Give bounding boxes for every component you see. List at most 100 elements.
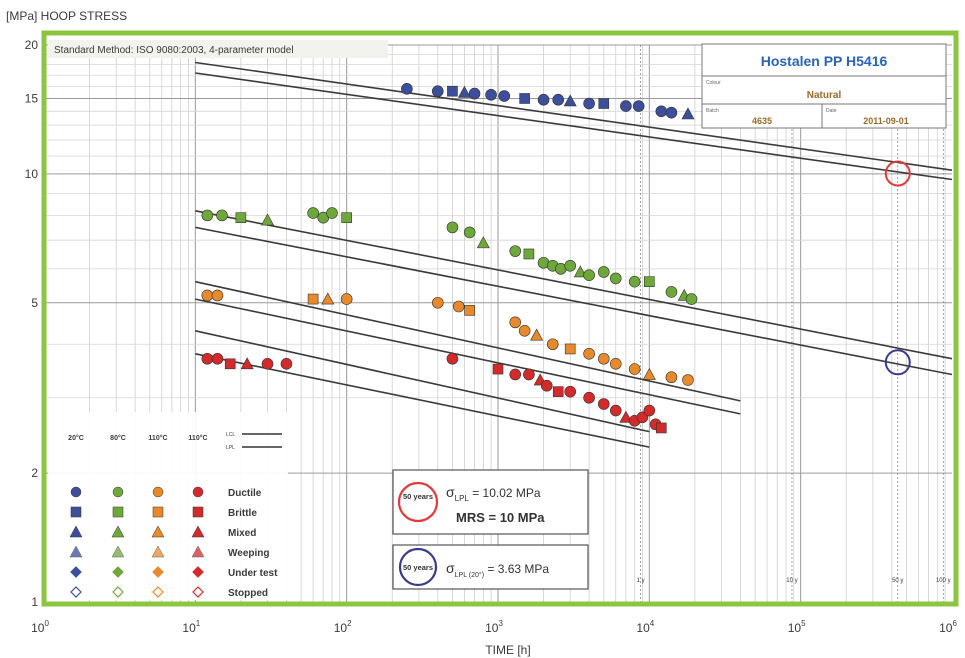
legend-symbol-brittle xyxy=(112,506,124,518)
x-tick-labels: 100 101 102 103 104 105 106 xyxy=(31,619,957,635)
point-110c-2 xyxy=(307,293,319,305)
legend-row-label: Under test xyxy=(228,568,278,579)
year-mark-label: 10 y xyxy=(786,578,797,584)
point-80c-1 xyxy=(597,266,610,278)
legend-row-label: Brittle xyxy=(228,508,257,519)
colour-value: Natural xyxy=(807,90,842,101)
point-110c-2 xyxy=(564,343,576,355)
point-20c-0 xyxy=(681,107,695,120)
point-20c-0 xyxy=(655,105,668,118)
point-110c-3 xyxy=(609,404,622,417)
point-80c-1 xyxy=(326,207,338,219)
point-80c-1 xyxy=(463,226,476,239)
legend-row-label: Stopped xyxy=(228,588,268,599)
x-tick-label: 105 xyxy=(788,619,806,635)
green-frame xyxy=(41,30,959,607)
legend-symbol-ductile xyxy=(112,486,124,498)
method-note: Standard Method: ISO 9080:2003, 4-parame… xyxy=(54,45,294,56)
point-80c-1 xyxy=(307,207,319,219)
point-110c-2 xyxy=(665,371,678,384)
legend-symbol-triangle xyxy=(151,545,165,558)
legend-symbol-diamond xyxy=(70,566,82,578)
y-tick-label: 15 xyxy=(25,91,39,105)
lpl-annotation-box: 50 years σLPL (20°) = 3.63 MPa xyxy=(392,544,589,590)
legend-symbol-diamond xyxy=(192,566,204,578)
legend-symbol-brittle xyxy=(152,506,164,518)
legend-symbol-triangle xyxy=(111,525,125,538)
point-80c-1 xyxy=(235,212,247,224)
legend-symbol-diamond xyxy=(112,586,124,598)
year-mark-label: 50 y xyxy=(892,578,903,584)
legend-symbol-diamond xyxy=(152,566,164,578)
point-110c-2 xyxy=(546,338,559,351)
point-110c-2 xyxy=(609,358,622,370)
point-110c-2 xyxy=(464,305,475,316)
point-20c-0 xyxy=(563,94,577,107)
point-110c-3 xyxy=(619,410,633,423)
fifty-year-circle-blue xyxy=(398,547,438,587)
colour-label: Colour xyxy=(706,80,721,86)
point-110c-2 xyxy=(211,289,224,302)
year-marks: 1 y 10 y 50 y 100 y xyxy=(637,45,951,602)
reference-line xyxy=(195,210,953,360)
point-110c-3 xyxy=(564,385,577,398)
point-20c-0 xyxy=(447,85,458,97)
point-110c-3 xyxy=(280,358,293,370)
svg-text:50 years: 50 years xyxy=(403,492,433,501)
reference-line xyxy=(195,330,650,433)
legend-symbol-ductile xyxy=(70,486,82,498)
point-110c-3 xyxy=(552,386,564,397)
point-110c-2 xyxy=(597,352,610,365)
reference-line xyxy=(195,72,953,181)
extrapolation-circle xyxy=(884,160,911,187)
point-110c-3 xyxy=(224,358,236,370)
legend-line-label: LCL xyxy=(226,432,235,438)
point-110c-3 xyxy=(597,398,610,410)
point-110c-3 xyxy=(523,368,535,381)
point-20c-0 xyxy=(598,98,610,109)
point-80c-1 xyxy=(628,275,641,288)
box2-circle-label: 50 years xyxy=(403,563,433,572)
legend-symbol-ductile xyxy=(192,486,204,498)
point-80c-1 xyxy=(583,269,595,281)
point-80c-1 xyxy=(685,293,698,305)
point-110c-3 xyxy=(211,352,224,365)
point-110c-3 xyxy=(540,379,553,392)
point-110c-2 xyxy=(518,324,531,337)
year-mark-label: 100 y xyxy=(936,578,951,584)
point-20c-0 xyxy=(468,87,481,100)
point-20c-0 xyxy=(431,85,444,97)
point-110c-3 xyxy=(240,357,254,370)
point-110c-2 xyxy=(201,289,214,302)
legend-symbol-brittle xyxy=(70,506,82,518)
date-value: 2011-09-01 xyxy=(863,116,909,126)
legend-row-label: Mixed xyxy=(228,528,256,539)
batch-label: Batch xyxy=(706,108,719,114)
legend-row-label: Ductile xyxy=(228,488,262,499)
year-mark-label: 1 y xyxy=(637,578,645,584)
legend-temperature: 110°C xyxy=(148,434,167,442)
x-tick-label: 103 xyxy=(485,619,503,635)
legend-symbol-diamond xyxy=(192,586,204,598)
point-20c-0 xyxy=(632,100,645,112)
data-points xyxy=(201,83,698,434)
legend-symbol-triangle xyxy=(69,545,83,558)
x-tick-label: 101 xyxy=(182,619,200,635)
x-tick-label: 100 xyxy=(31,619,49,635)
point-110c-3 xyxy=(261,358,274,370)
point-20c-0 xyxy=(485,89,497,101)
point-80c-1 xyxy=(261,213,275,226)
reference-lines xyxy=(195,61,953,448)
point-20c-0 xyxy=(552,93,565,106)
point-110c-2 xyxy=(340,293,353,305)
point-20c-0 xyxy=(519,93,530,104)
legend-symbol-ductile xyxy=(152,486,164,498)
point-110c-2 xyxy=(628,363,641,375)
point-80c-1 xyxy=(201,209,214,222)
point-110c-2 xyxy=(530,328,544,341)
legend-symbol-triangle xyxy=(191,545,205,558)
reference-line xyxy=(195,280,741,402)
point-110c-2 xyxy=(682,374,694,386)
box1-sigma-line: σLPL = 10.02 MPa xyxy=(446,484,541,503)
